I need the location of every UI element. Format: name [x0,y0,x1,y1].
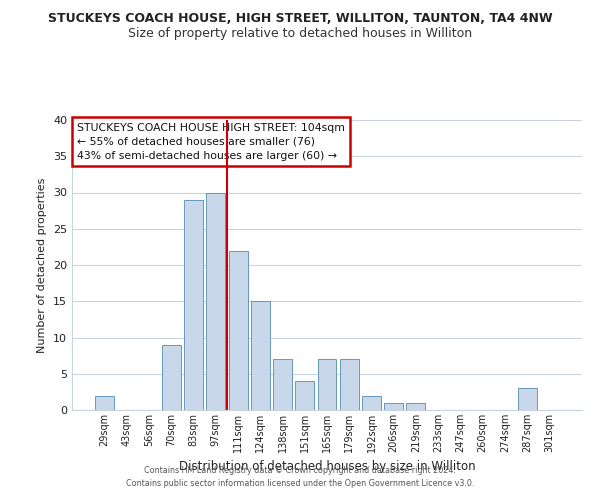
Bar [518,388,536,410]
Bar [95,396,114,410]
Bar [184,200,203,410]
Bar [384,403,403,410]
Bar [162,345,181,410]
Bar [229,250,248,410]
Text: Size of property relative to detached houses in Williton: Size of property relative to detached ho… [128,28,472,40]
Bar [317,359,337,410]
Bar [273,359,292,410]
Bar [406,403,425,410]
Bar [295,381,314,410]
Y-axis label: Number of detached properties: Number of detached properties [37,178,47,352]
Text: STUCKEYS COACH HOUSE HIGH STREET: 104sqm
← 55% of detached houses are smaller (7: STUCKEYS COACH HOUSE HIGH STREET: 104sqm… [77,123,345,161]
Bar [206,192,225,410]
Bar [340,359,359,410]
Bar [251,301,270,410]
Bar [362,396,381,410]
Text: Contains HM Land Registry data © Crown copyright and database right 2024.
Contai: Contains HM Land Registry data © Crown c… [126,466,474,487]
Text: STUCKEYS COACH HOUSE, HIGH STREET, WILLITON, TAUNTON, TA4 4NW: STUCKEYS COACH HOUSE, HIGH STREET, WILLI… [47,12,553,26]
X-axis label: Distribution of detached houses by size in Williton: Distribution of detached houses by size … [179,460,475,473]
